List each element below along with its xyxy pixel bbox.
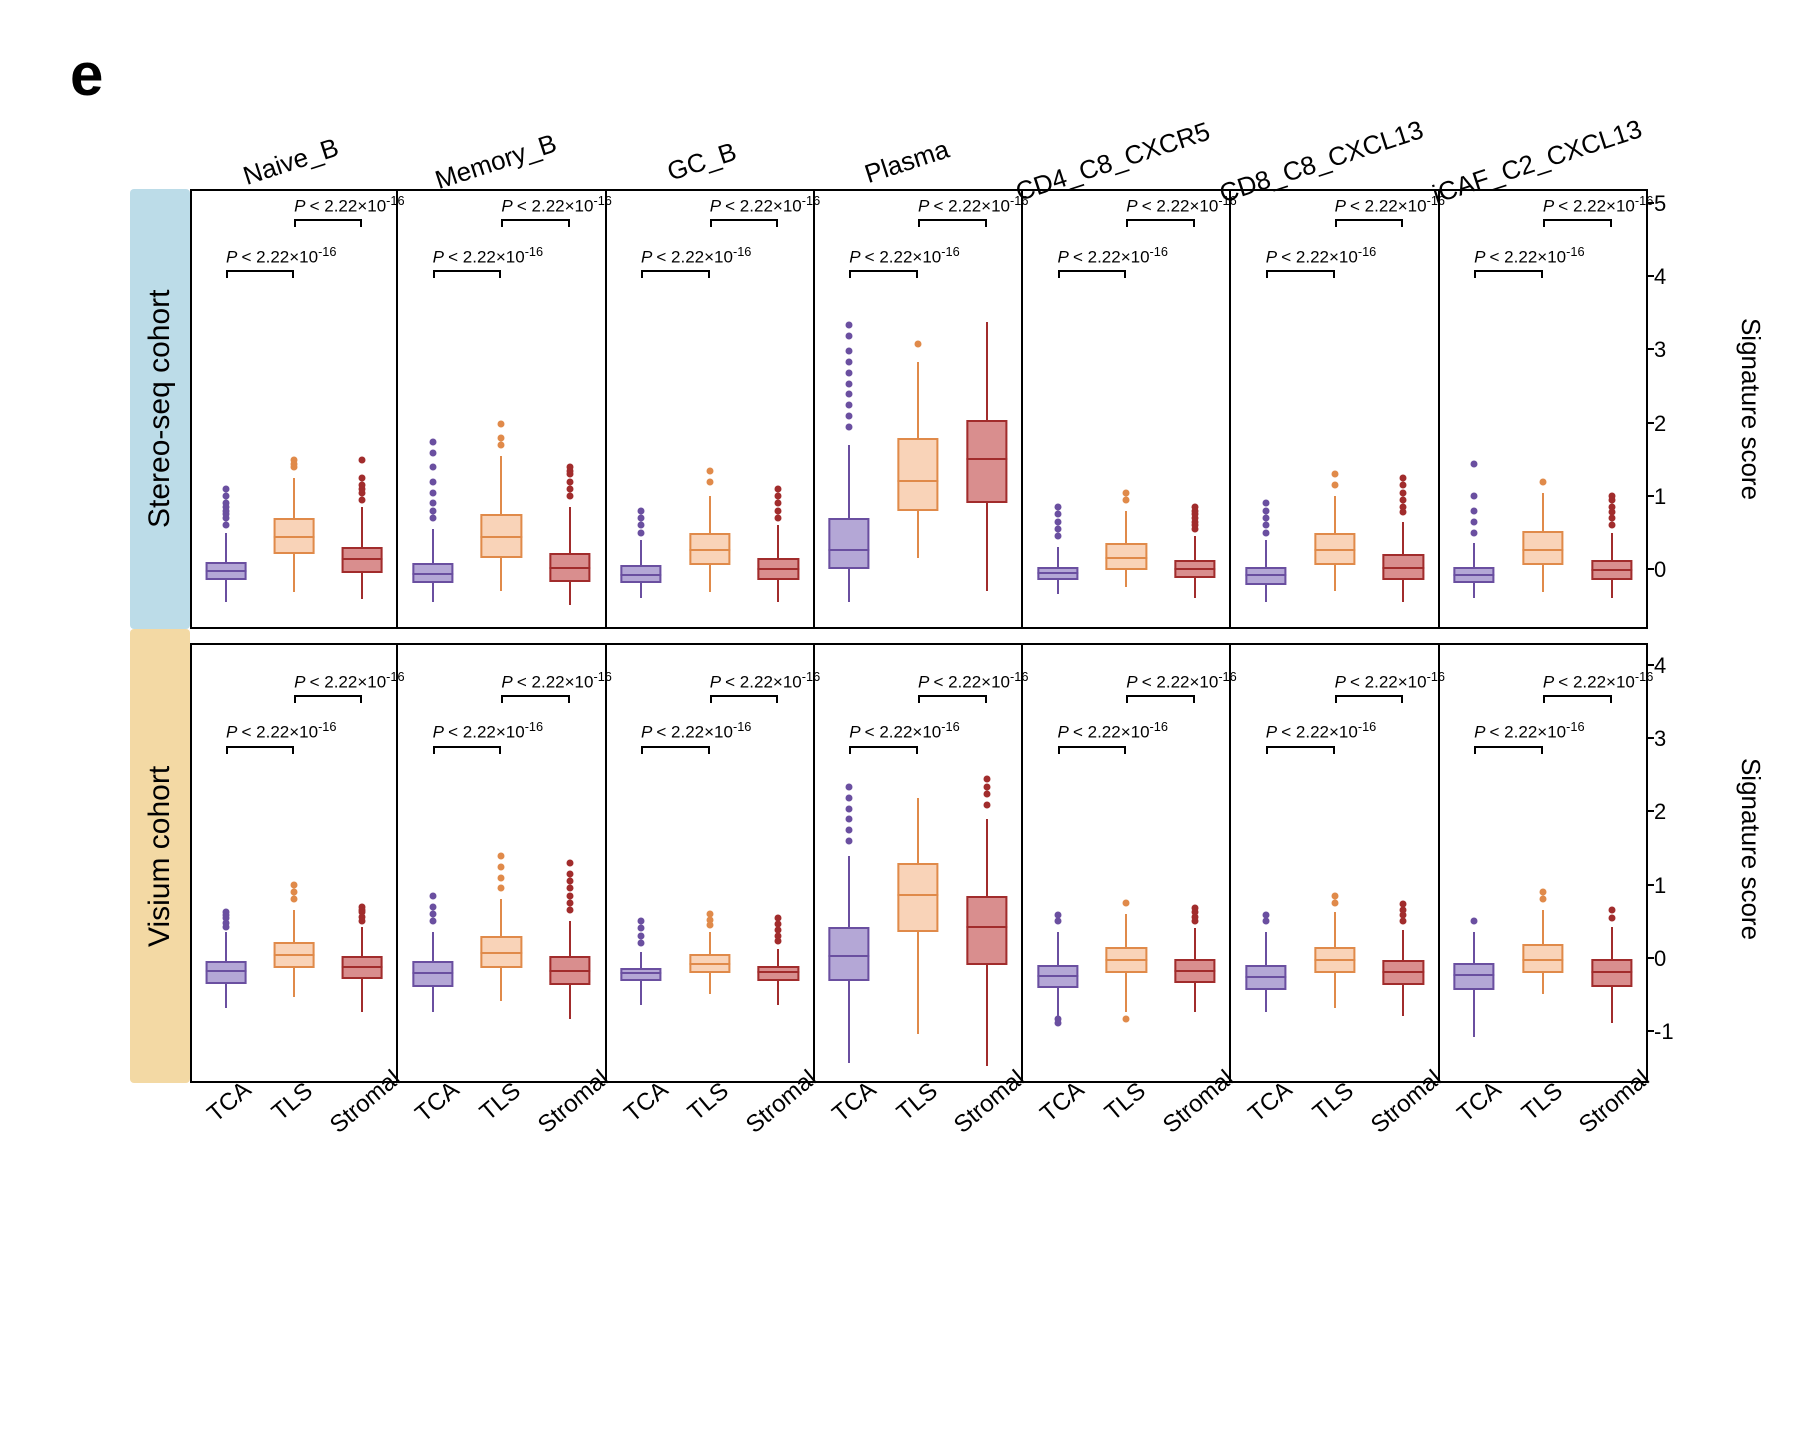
column-headers: Naive_BMemory_BGC_BPlasmaCD4_C8_CXCR5CD8… xyxy=(190,119,1648,189)
x-axis-labels: TCATLSStromalTCATLSStromalTCATLSStromalT… xyxy=(190,1083,1648,1183)
y-tick-label: -1 xyxy=(1654,1019,1674,1045)
y-tick-label: 2 xyxy=(1654,411,1666,437)
y-tick-label: 3 xyxy=(1654,726,1666,752)
boxplot-cell: P < 2.22×10-16P < 2.22×10-16 xyxy=(1023,189,1231,629)
y-tick-label: 0 xyxy=(1654,557,1666,583)
boxplot-cell: P < 2.22×10-16P < 2.22×10-16 xyxy=(1231,189,1439,629)
y-axis: 012345Signature score xyxy=(1648,189,1738,629)
boxplot-cell: P < 2.22×10-16P < 2.22×10-16 xyxy=(815,189,1023,629)
boxplot-cell: P < 2.22×10-16P < 2.22×10-16 xyxy=(1023,643,1231,1083)
boxplot-cell: P < 2.22×10-16P < 2.22×10-16 xyxy=(1231,643,1439,1083)
boxplot-cell: P < 2.22×10-16P < 2.22×10-16 xyxy=(607,643,815,1083)
boxplot-cell: P < 2.22×10-16P < 2.22×10-16 xyxy=(398,189,606,629)
y-axis-title: Signature score xyxy=(1735,758,1766,940)
panel-letter: e xyxy=(70,40,1738,109)
boxplot-cell: P < 2.22×10-16P < 2.22×10-16 xyxy=(815,643,1023,1083)
row-label: Stereo-seq cohort xyxy=(130,189,190,629)
boxplot-grid-figure: Naive_BMemory_BGC_BPlasmaCD4_C8_CXCR5CD8… xyxy=(130,119,1738,1183)
y-tick-label: 3 xyxy=(1654,337,1666,363)
boxplot-cell: P < 2.22×10-16P < 2.22×10-16 xyxy=(190,643,398,1083)
y-tick-label: 1 xyxy=(1654,484,1666,510)
boxplot-cell: P < 2.22×10-16P < 2.22×10-16 xyxy=(607,189,815,629)
y-tick-label: 1 xyxy=(1654,873,1666,899)
y-tick-label: 4 xyxy=(1654,264,1666,290)
boxplot-cell: P < 2.22×10-16P < 2.22×10-16 xyxy=(1440,643,1648,1083)
grid-row: Stereo-seq cohortP < 2.22×10-16P < 2.22×… xyxy=(130,189,1738,629)
y-tick-label: 2 xyxy=(1654,799,1666,825)
boxplot-cell: P < 2.22×10-16P < 2.22×10-16 xyxy=(398,643,606,1083)
y-axis-title: Signature score xyxy=(1735,318,1766,500)
y-axis: -101234Signature score xyxy=(1648,629,1738,1069)
boxplot-cell: P < 2.22×10-16P < 2.22×10-16 xyxy=(190,189,398,629)
row-label: Visium cohort xyxy=(130,629,190,1083)
y-tick-label: 0 xyxy=(1654,946,1666,972)
boxplot-cell: P < 2.22×10-16P < 2.22×10-16 xyxy=(1440,189,1648,629)
y-tick-label: 4 xyxy=(1654,653,1666,679)
grid-row: Visium cohortP < 2.22×10-16P < 2.22×10-1… xyxy=(130,629,1738,1083)
y-tick-label: 5 xyxy=(1654,191,1666,217)
